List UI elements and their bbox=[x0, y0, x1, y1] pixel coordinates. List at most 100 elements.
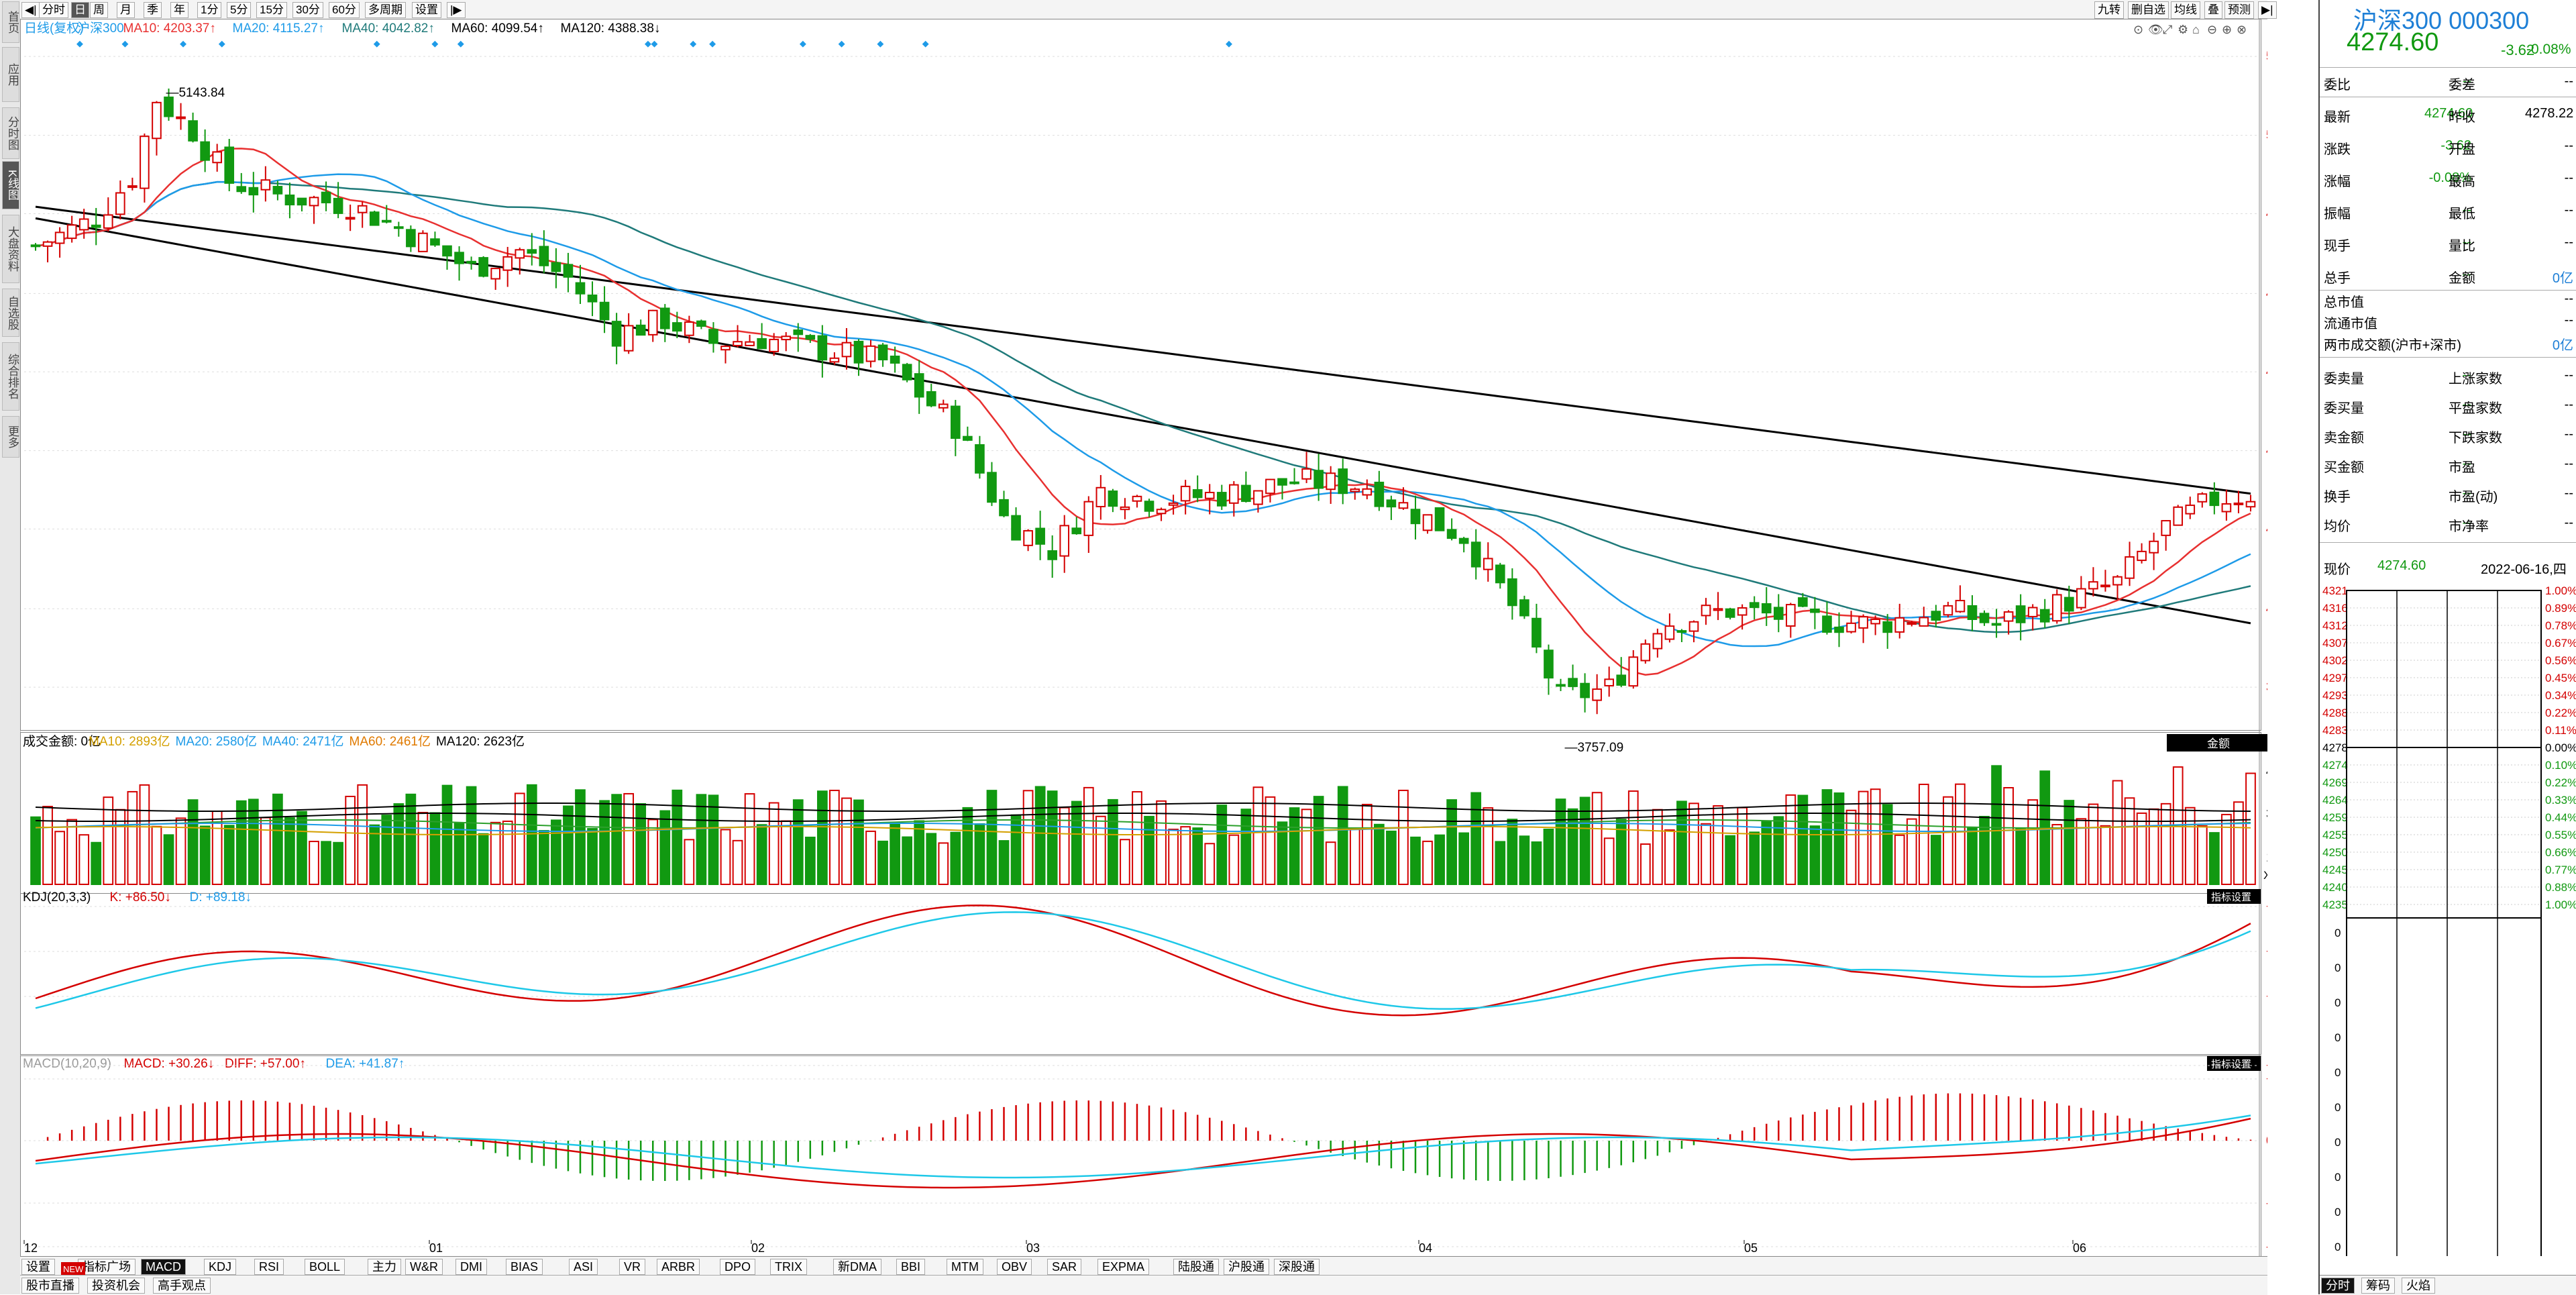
candle-body[interactable] bbox=[1313, 470, 1324, 489]
chart-tool-icon[interactable]: ⊙ bbox=[2133, 23, 2143, 36]
candle-body[interactable] bbox=[91, 224, 101, 228]
candle-body[interactable] bbox=[2149, 540, 2159, 554]
candle-body[interactable] bbox=[42, 241, 53, 247]
indicator-tab[interactable]: W&R bbox=[405, 1259, 443, 1275]
candle-body[interactable] bbox=[963, 435, 973, 441]
candle-body[interactable] bbox=[539, 246, 549, 266]
indicator-tab[interactable]: 设置 bbox=[21, 1259, 55, 1275]
candle-body[interactable] bbox=[188, 120, 198, 142]
candle-body[interactable] bbox=[696, 320, 706, 327]
candle-body[interactable] bbox=[829, 357, 840, 363]
candle-body[interactable] bbox=[1967, 605, 1978, 621]
candle-body[interactable] bbox=[394, 226, 404, 229]
candle-body[interactable] bbox=[502, 256, 513, 271]
period-tab[interactable]: 日 bbox=[71, 2, 89, 18]
indicator-tab[interactable]: VR bbox=[619, 1259, 646, 1275]
candle-body[interactable] bbox=[781, 335, 792, 341]
candle-body[interactable] bbox=[1398, 502, 1409, 509]
candle-body[interactable] bbox=[1798, 597, 1808, 607]
candle-body[interactable] bbox=[478, 257, 488, 277]
candle-body[interactable] bbox=[769, 338, 779, 352]
candle-body[interactable] bbox=[1737, 607, 1748, 616]
candle-body[interactable] bbox=[1095, 486, 1106, 508]
candle-body[interactable] bbox=[2173, 506, 2184, 526]
info-tab[interactable]: 高手观点 bbox=[153, 1278, 211, 1294]
chart-tool-tab[interactable]: 均线 bbox=[2171, 1, 2200, 19]
indicator-tab[interactable]: 沪股通 bbox=[1224, 1259, 1269, 1275]
candle-body[interactable] bbox=[1931, 611, 1941, 621]
candle-body[interactable] bbox=[999, 499, 1009, 517]
forward-icon[interactable]: |▶ bbox=[447, 2, 466, 18]
indicator-tab[interactable]: MTM bbox=[947, 1259, 983, 1275]
candle-body[interactable] bbox=[672, 322, 682, 332]
right-tab[interactable]: 火焰 bbox=[2402, 1278, 2435, 1294]
candle-body[interactable] bbox=[1120, 506, 1130, 511]
candle-body[interactable] bbox=[2039, 609, 2050, 623]
period-tab[interactable]: 30分 bbox=[292, 2, 323, 18]
candle-body[interactable] bbox=[152, 101, 162, 140]
period-tab[interactable]: 周 bbox=[90, 2, 108, 18]
period-tab[interactable]: 年 bbox=[170, 2, 189, 18]
candle-body[interactable] bbox=[418, 232, 428, 252]
candle-body[interactable] bbox=[2088, 581, 2098, 590]
event-marker[interactable] bbox=[709, 40, 716, 48]
candle-body[interactable] bbox=[1483, 558, 1493, 570]
candle-body[interactable] bbox=[1338, 468, 1348, 495]
candle-body[interactable] bbox=[1035, 527, 1045, 545]
candle-body[interactable] bbox=[1326, 472, 1336, 490]
left-nav-item[interactable]: 综合排名 bbox=[2, 342, 19, 411]
chart-tool-icon[interactable]: ⊗ bbox=[2237, 23, 2247, 36]
event-marker[interactable] bbox=[121, 40, 129, 48]
left-nav-item[interactable]: 应用 bbox=[2, 47, 19, 102]
candle-body[interactable] bbox=[2051, 594, 2062, 622]
candle-body[interactable] bbox=[1810, 608, 1820, 613]
candle-body[interactable] bbox=[54, 231, 65, 244]
candle-body[interactable] bbox=[793, 329, 804, 335]
candle-body[interactable] bbox=[212, 151, 222, 164]
candle-body[interactable] bbox=[1580, 682, 1590, 698]
candle-body[interactable] bbox=[1519, 599, 1529, 617]
candle-body[interactable] bbox=[987, 472, 997, 503]
candle-body[interactable] bbox=[176, 116, 186, 119]
candle-body[interactable] bbox=[30, 244, 41, 248]
candle-body[interactable] bbox=[2221, 503, 2232, 513]
period-tab[interactable]: 60分 bbox=[329, 2, 360, 18]
candle-body[interactable] bbox=[309, 197, 319, 207]
event-marker[interactable] bbox=[690, 40, 697, 48]
period-tab[interactable]: 设置 bbox=[412, 2, 441, 18]
candle-body[interactable] bbox=[2064, 597, 2074, 612]
candle-body[interactable] bbox=[2209, 491, 2220, 507]
candle-body[interactable] bbox=[1301, 468, 1311, 480]
event-marker[interactable] bbox=[76, 40, 83, 48]
indicator-tab[interactable]: 指标广场 NEW bbox=[61, 1259, 136, 1277]
candle-body[interactable] bbox=[902, 364, 912, 380]
candle-body[interactable] bbox=[1253, 490, 1263, 505]
candle-body[interactable] bbox=[164, 96, 174, 117]
candle-body[interactable] bbox=[926, 391, 936, 407]
candle-body[interactable] bbox=[272, 186, 283, 195]
candle-body[interactable] bbox=[1277, 478, 1287, 486]
kdj-settings-tag[interactable] bbox=[2207, 889, 2261, 904]
candle-body[interactable] bbox=[1144, 501, 1155, 512]
candle-body[interactable] bbox=[1882, 621, 1892, 633]
candle-body[interactable] bbox=[1422, 514, 1433, 531]
indicator-tab[interactable]: 深股通 bbox=[1274, 1259, 1320, 1275]
indicator-tab[interactable]: BIAS bbox=[506, 1259, 543, 1275]
right-tab[interactable]: 分时 bbox=[2321, 1278, 2355, 1294]
candle-body[interactable] bbox=[611, 321, 622, 347]
period-tab[interactable]: 分时 bbox=[39, 2, 68, 18]
candle-body[interactable] bbox=[127, 185, 138, 189]
event-marker[interactable] bbox=[799, 40, 806, 48]
indicator-tab[interactable]: ARBR bbox=[657, 1259, 700, 1275]
info-tab[interactable]: 股市直播 bbox=[21, 1278, 79, 1294]
candle-body[interactable] bbox=[2003, 611, 2014, 622]
left-nav-item[interactable]: 更多 bbox=[2, 416, 19, 458]
candle-body[interactable] bbox=[442, 245, 452, 257]
candle-body[interactable] bbox=[1568, 678, 1578, 687]
indicator-tab[interactable]: TRIX bbox=[770, 1259, 808, 1275]
candle-body[interactable] bbox=[1229, 484, 1239, 504]
candle-body[interactable] bbox=[1386, 499, 1397, 508]
candle-body[interactable] bbox=[1083, 501, 1094, 536]
period-tab[interactable]: 15分 bbox=[256, 2, 287, 18]
chart-tool-icon[interactable]: ⌂ bbox=[2192, 23, 2200, 36]
